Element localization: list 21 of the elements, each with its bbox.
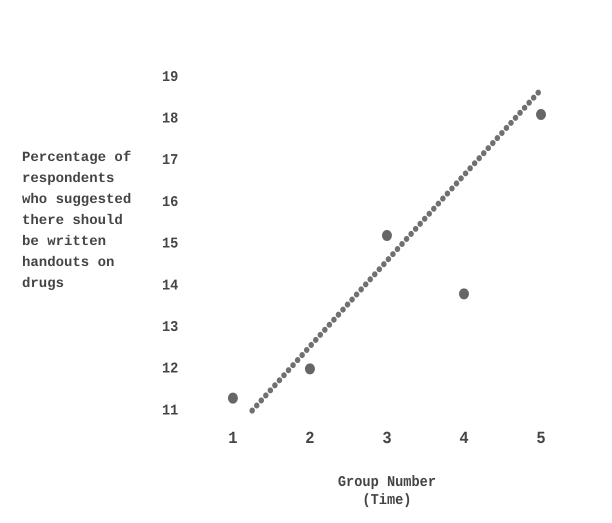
point: [458, 288, 469, 300]
x-tick-label: 4: [459, 428, 469, 448]
x-tick-label: 5: [536, 428, 546, 448]
y-tick-label: 15: [162, 236, 178, 253]
x-tick-label: 2: [305, 428, 315, 448]
x-tick-label: 1: [228, 428, 238, 448]
x-tick-label: 3: [382, 428, 392, 448]
y-tick-label: 17: [162, 152, 178, 170]
y-tick-label: 12: [162, 361, 178, 378]
y-tick-label: 19: [162, 69, 178, 86]
y-tick-label: 18: [162, 110, 178, 128]
x-axis-title: Group Number (Time): [338, 474, 436, 510]
y-tick-label: 11: [162, 402, 178, 420]
point: [536, 109, 546, 120]
y-axis-title: Percentage of respondents who suggested there should be written handouts on drugs: [22, 149, 132, 294]
y-tick-label: 16: [162, 194, 178, 212]
point: [228, 392, 238, 404]
point: [382, 230, 392, 241]
y-tick-label: 13: [162, 319, 178, 336]
point: [304, 363, 315, 374]
y-tick-label: 14: [162, 278, 179, 295]
